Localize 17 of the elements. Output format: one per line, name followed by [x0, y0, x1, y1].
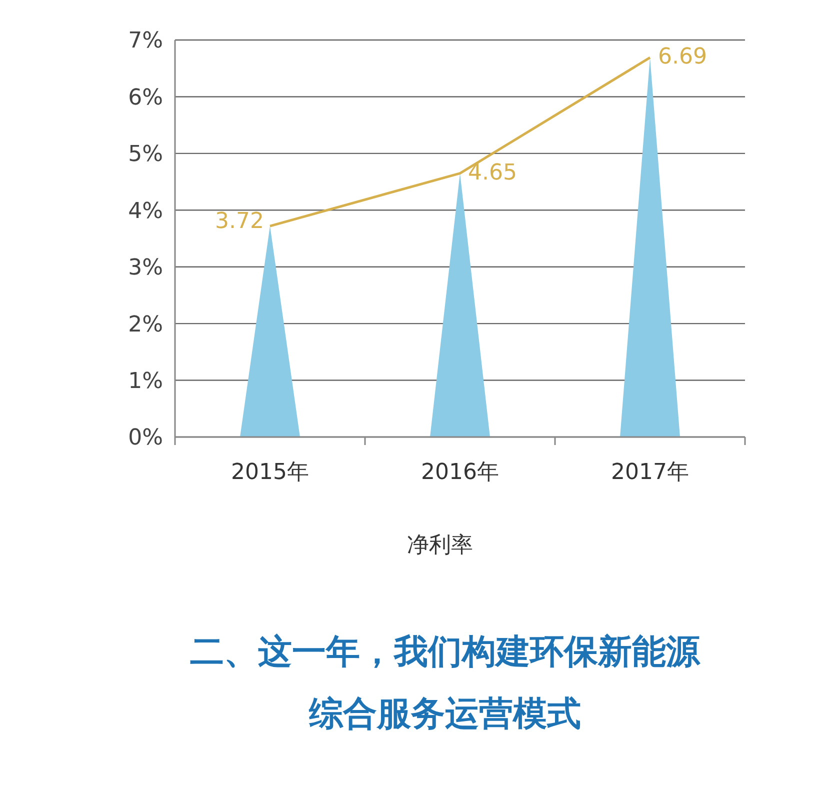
x-tick-label: 2016年	[421, 460, 499, 485]
y-tick-label: 1%	[128, 368, 163, 394]
y-tick-label: 7%	[128, 28, 163, 54]
y-tick-label: 3%	[128, 256, 163, 281]
y-tick-label: 0%	[128, 426, 163, 451]
data-label: 4.65	[468, 160, 517, 186]
y-tick-label: 6%	[128, 85, 163, 110]
data-label: 6.69	[658, 44, 707, 70]
x-tick-label: 2015年	[231, 460, 309, 485]
y-tick-label: 5%	[128, 142, 163, 168]
data-label: 3.72	[215, 209, 264, 234]
y-tick-label: 4%	[128, 198, 163, 224]
text: 二、这一年，我们构建环保新能源	[190, 632, 701, 672]
x-axis-title: 净利率	[407, 533, 473, 558]
y-tick-label: 2%	[128, 312, 163, 338]
text: 综合服务运营模式	[308, 694, 581, 734]
x-tick-label: 2017年	[611, 460, 689, 485]
